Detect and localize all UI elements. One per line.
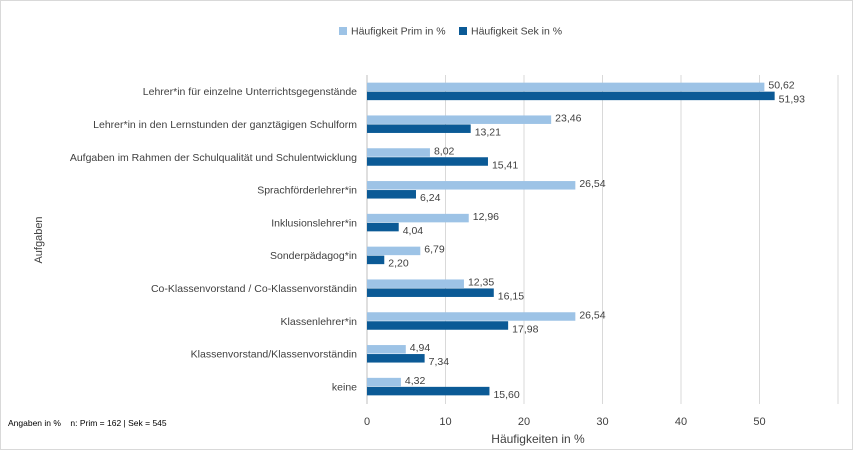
gridlines [366, 75, 839, 404]
bar-sek [367, 354, 425, 363]
footnote-sample-size: n: Prim = 162 | Sek = 545 [70, 418, 167, 428]
bar-prim [367, 115, 552, 124]
legend-label-prim: Häufigkeit Prim in % [351, 26, 446, 38]
data-label-prim: 23,46 [555, 112, 581, 124]
bar-sek [367, 190, 416, 199]
category-label: Sonderpädagog*in [270, 250, 357, 262]
bar-sek [367, 255, 385, 265]
data-label-sek: 6,24 [420, 192, 441, 204]
bar-sek [367, 91, 775, 101]
x-tick-label: 0 [364, 416, 370, 428]
footnote: Angaben in % n: Prim = 162 | Sek = 545 [8, 418, 167, 428]
bar-sek [367, 124, 471, 133]
data-label-prim: 12,35 [468, 276, 494, 288]
category-label: Sprachförderlehrer*in [257, 185, 357, 197]
category-label: Aufgaben im Rahmen der Schulqualität und… [70, 152, 357, 164]
x-tick-labels: 0 10 20 30 40 50 [364, 416, 766, 428]
data-label-sek: 13,21 [475, 126, 501, 138]
bar-prim [367, 377, 401, 387]
data-label-sek: 15,41 [492, 159, 518, 171]
bars [367, 82, 775, 396]
data-label-sek: 7,34 [429, 356, 450, 368]
category-label: Klassenlehrer*in [281, 316, 358, 328]
data-label-prim: 50,62 [768, 80, 794, 92]
data-labels: 50,62 51,93 23,46 13,21 8,02 15,41 26,54 6,24 12… [388, 80, 805, 401]
bar-prim [367, 213, 469, 223]
footnote-unit: Angaben in % [8, 418, 61, 428]
data-label-prim: 8,02 [434, 145, 455, 157]
x-tick-label: 50 [753, 416, 765, 428]
category-labels: Lehrer*in für einzelne Unterrichtsgegens… [70, 86, 357, 393]
bar-prim [367, 148, 430, 157]
bar-prim [367, 181, 576, 190]
data-label-sek: 4,04 [403, 225, 424, 237]
category-label: Lehrer*in in den Lernstunden der ganztäg… [93, 119, 357, 131]
x-tick-label: 10 [439, 416, 451, 428]
category-label: Klassenvorstand/Klassenvorständin [191, 349, 358, 361]
x-axis-label: Häufigkeiten in % [491, 432, 585, 446]
data-label-sek: 51,93 [779, 94, 805, 106]
category-label: Co-Klassenvorstand / Co-Klassenvorständi… [151, 283, 357, 295]
bar-prim [367, 279, 464, 288]
category-label: Inklusionslehrer*in [271, 217, 357, 229]
data-label-prim: 26,54 [579, 309, 605, 321]
x-tick-label: 20 [518, 416, 530, 428]
bar-sek [367, 222, 399, 232]
bar-prim [367, 345, 406, 354]
data-label-sek: 2,20 [388, 258, 409, 270]
data-label-sek: 15,60 [493, 389, 519, 401]
bar-sek [367, 157, 488, 166]
category-label: keine [332, 381, 357, 393]
legend-swatch-prim [339, 27, 347, 35]
category-label: Lehrer*in für einzelne Unterrichtsgegens… [143, 86, 357, 98]
legend-swatch-sek [459, 27, 467, 35]
data-label-prim: 6,79 [424, 244, 445, 256]
legend-label-sek: Häufigkeit Sek in % [471, 26, 562, 38]
x-tick-label: 40 [675, 416, 687, 428]
y-axis-label: Aufgaben [33, 216, 45, 263]
bar-prim [367, 312, 576, 321]
bar-prim [367, 82, 765, 92]
data-label-prim: 26,54 [579, 178, 605, 190]
bar-sek [367, 386, 490, 396]
data-label-prim: 4,32 [405, 375, 426, 387]
bar-sek [367, 288, 494, 297]
data-label-prim: 12,96 [473, 211, 499, 223]
data-label-prim: 4,94 [410, 342, 431, 354]
bar-sek [367, 321, 509, 330]
bar-prim [367, 246, 421, 256]
data-label-sek: 16,15 [498, 290, 524, 302]
data-label-sek: 17,98 [512, 323, 538, 335]
x-tick-label: 30 [596, 416, 608, 428]
legend: Häufigkeit Prim in % Häufigkeit Sek in % [339, 26, 562, 38]
